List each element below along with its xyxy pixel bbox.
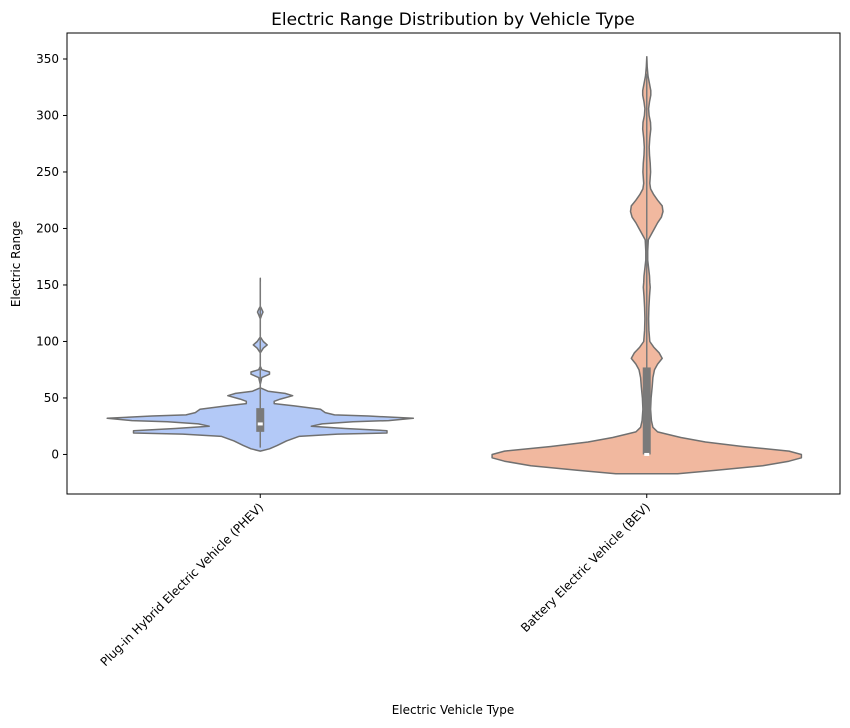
x-axis-label: Electric Vehicle Type (392, 703, 515, 717)
y-axis-label: Electric Range (9, 221, 23, 307)
y-axis: 0 50 100 150 200 250 300 350 (36, 52, 67, 461)
y-tick-label: 100 (36, 334, 59, 348)
y-tick-label: 150 (36, 278, 59, 292)
chart-title: Electric Range Distribution by Vehicle T… (271, 10, 635, 30)
plot-frame (66, 32, 841, 495)
y-tick-label: 300 (36, 108, 59, 122)
y-tick-label: 50 (44, 391, 59, 405)
y-tick-label: 250 (36, 165, 59, 179)
x-tick-label: Plug-in Hybrid Electric Vehicle (PHEV) (98, 500, 267, 669)
violin-iqr-box (256, 408, 265, 432)
violin-median (257, 422, 263, 426)
y-tick-label: 350 (36, 52, 59, 66)
violin-group (106, 55, 803, 475)
x-axis: Plug-in Hybrid Electric Vehicle (PHEV) Ba… (98, 494, 653, 669)
y-tick-label: 200 (36, 221, 59, 235)
y-tick-label: 0 (51, 447, 59, 461)
violin-median (644, 452, 650, 456)
violin-iqr-box (642, 367, 651, 455)
x-tick-label: Battery Electric Vehicle (BEV) (518, 500, 653, 635)
